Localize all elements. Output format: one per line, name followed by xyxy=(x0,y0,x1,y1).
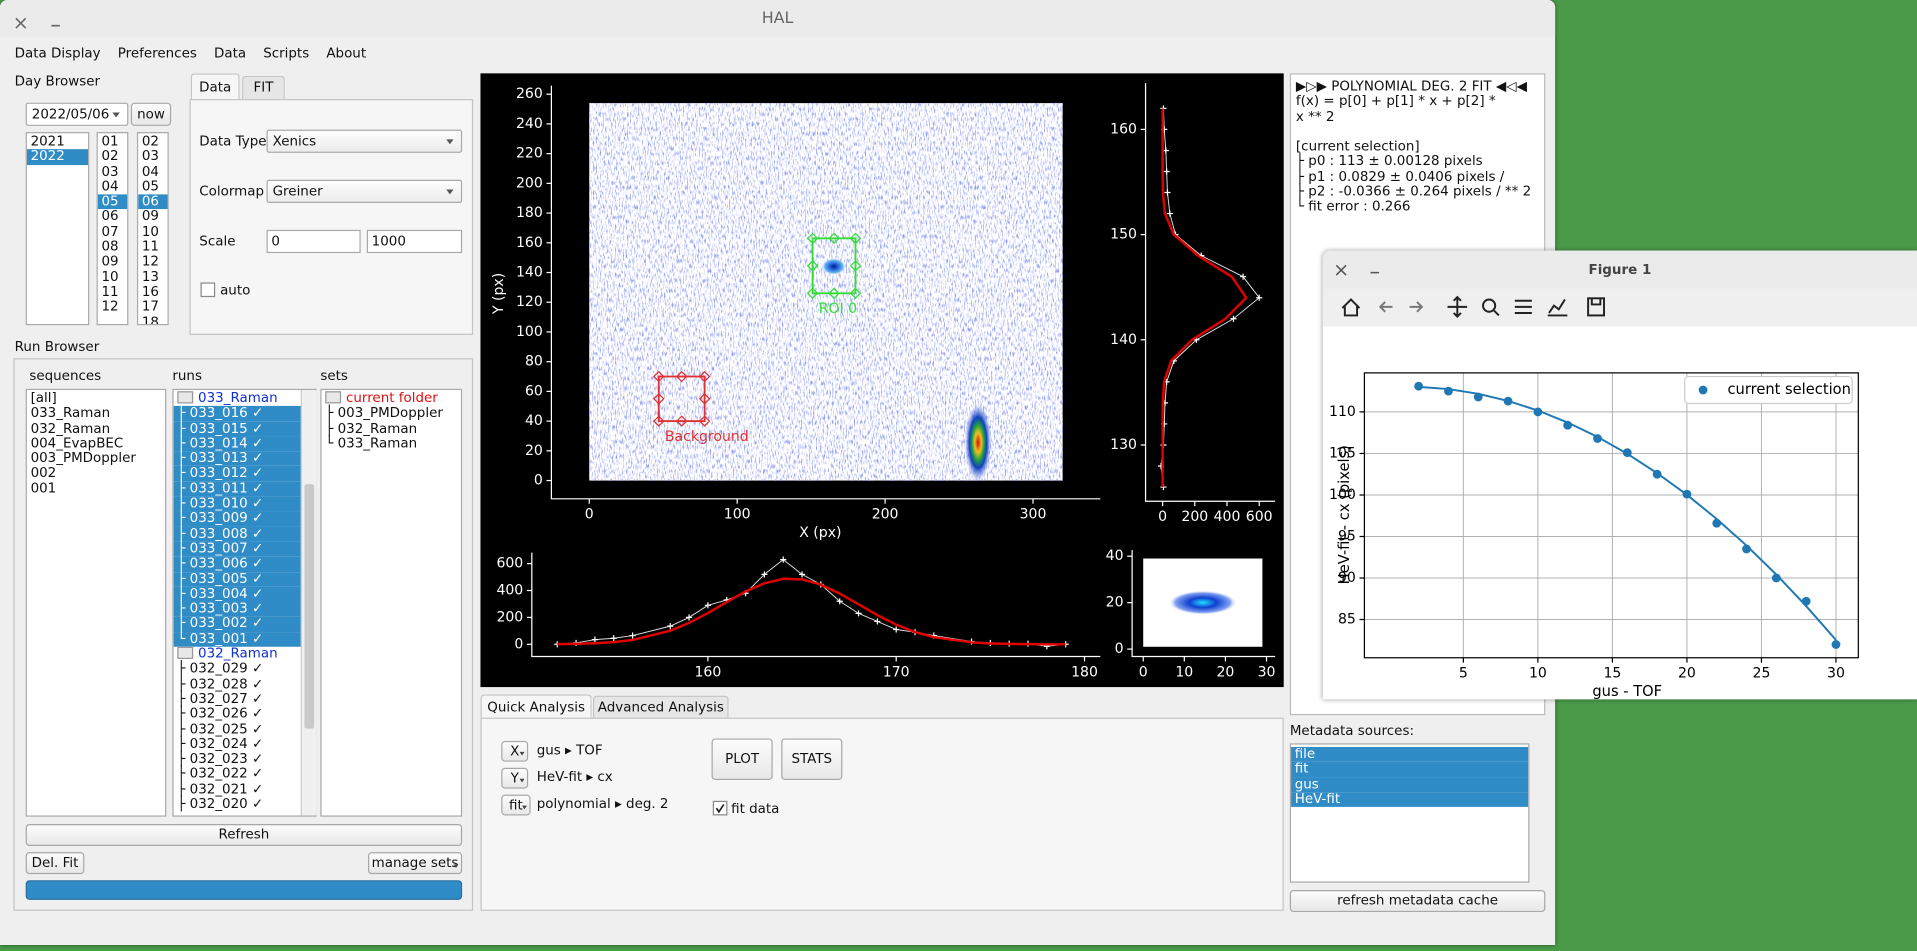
x-tick-label: 600 xyxy=(1246,509,1273,525)
legend-label: current selection xyxy=(1728,381,1851,398)
y-tick-label: 600 xyxy=(496,556,523,572)
x-tick-label: 20 xyxy=(1678,666,1696,682)
plot-area xyxy=(1364,373,1858,658)
y-tick-label: 20 xyxy=(1106,595,1124,611)
figure-window: Figure 1 51015202530859095100105110curre… xyxy=(1323,251,1917,700)
data-point xyxy=(1653,470,1662,479)
atom-cloud xyxy=(822,258,846,275)
x-tick-label: 30 xyxy=(1258,664,1276,680)
y-tick-label: 140 xyxy=(516,265,543,281)
y-tick-label: 40 xyxy=(1106,548,1124,564)
figure-canvas: 51015202530859095100105110current select… xyxy=(1323,251,1917,700)
data-point xyxy=(1474,393,1483,402)
data-point xyxy=(1623,448,1632,457)
data-point xyxy=(1683,490,1692,499)
x-tick-label: 0 xyxy=(1158,509,1167,525)
y-tick-label: 200 xyxy=(496,609,523,625)
y-tick-label: 20 xyxy=(525,443,543,459)
x-tick-label: 100 xyxy=(724,507,751,523)
x-tick-label: 160 xyxy=(694,664,721,680)
y-tick-label: 400 xyxy=(496,583,523,599)
y-tick-label: 120 xyxy=(516,294,543,310)
x-tick-label: 10 xyxy=(1175,664,1193,680)
y-tick-label: 60 xyxy=(525,383,543,399)
data-point xyxy=(1712,519,1721,528)
x-axis-label: gus - TOF xyxy=(1592,683,1662,699)
roi-label: ROI 0 xyxy=(819,301,857,317)
y-tick-label: 160 xyxy=(516,235,543,251)
hot-spot xyxy=(965,403,992,481)
y-tick-label: 0 xyxy=(1115,641,1124,657)
data-point xyxy=(1414,382,1423,391)
x-tick-label: 300 xyxy=(1020,507,1047,523)
y-tick-label: 220 xyxy=(516,146,543,162)
y-axis-label: Y (px) xyxy=(491,273,507,315)
data-point xyxy=(1742,545,1751,554)
data-point xyxy=(1802,597,1811,606)
data-point xyxy=(1593,434,1602,443)
y-tick-label: 0 xyxy=(534,473,543,489)
x-tick-label: 400 xyxy=(1214,509,1241,525)
x-tick-label: 20 xyxy=(1216,664,1234,680)
x-tick-label: 15 xyxy=(1603,666,1621,682)
data-point xyxy=(1772,574,1781,583)
x-tick-label: 180 xyxy=(1071,664,1098,680)
data-point xyxy=(1563,421,1572,430)
y-tick-label: 140 xyxy=(1110,332,1137,348)
roi-label: Background xyxy=(665,429,749,445)
y-tick-label: 130 xyxy=(1110,437,1137,453)
x-axis-label: X (px) xyxy=(799,525,841,541)
legend-marker xyxy=(1699,386,1708,395)
x-tick-label: 30 xyxy=(1827,666,1845,682)
x-tick-label: 0 xyxy=(585,507,594,523)
y-tick-label: 0 xyxy=(514,636,523,652)
x-tick-label: 200 xyxy=(872,507,899,523)
data-point xyxy=(1504,397,1513,406)
y-tick-label: 80 xyxy=(525,354,543,370)
y-tick-label: 110 xyxy=(1329,404,1356,420)
x-tick-label: 0 xyxy=(1139,664,1148,680)
y-tick-label: 100 xyxy=(516,324,543,340)
inset-cloud xyxy=(1169,590,1237,614)
y-tick-label: 260 xyxy=(516,86,543,102)
y-tick-label: 240 xyxy=(516,116,543,132)
x-tick-label: 25 xyxy=(1753,666,1771,682)
y-tick-label: 180 xyxy=(516,205,543,221)
y-tick-label: 40 xyxy=(525,413,543,429)
x-tick-label: 5 xyxy=(1459,666,1468,682)
y-tick-label: 160 xyxy=(1110,121,1137,137)
x-tick-label: 200 xyxy=(1181,509,1208,525)
y-tick-label: 200 xyxy=(516,175,543,191)
data-point xyxy=(1444,387,1453,396)
y-tick-label: 150 xyxy=(1110,227,1137,243)
data-point xyxy=(1533,408,1542,417)
x-tick-label: 170 xyxy=(883,664,910,680)
y-tick-label: 85 xyxy=(1338,612,1356,628)
data-point xyxy=(1832,640,1841,649)
y-axis-label: HeV-fit - cx (pixels) xyxy=(1336,445,1353,584)
x-tick-label: 10 xyxy=(1529,666,1547,682)
